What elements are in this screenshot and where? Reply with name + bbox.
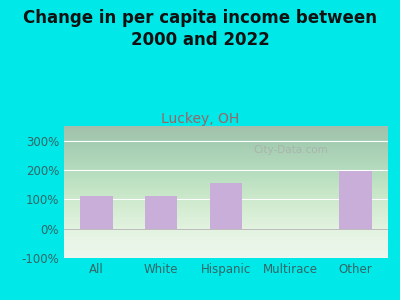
Bar — [145, 196, 178, 229]
Bar — [210, 183, 242, 229]
Bar — [80, 196, 113, 229]
Text: City-Data.com: City-Data.com — [254, 145, 328, 155]
Text: Change in per capita income between
2000 and 2022: Change in per capita income between 2000… — [23, 9, 377, 49]
Bar — [339, 171, 372, 229]
Text: Luckey, OH: Luckey, OH — [161, 112, 239, 127]
